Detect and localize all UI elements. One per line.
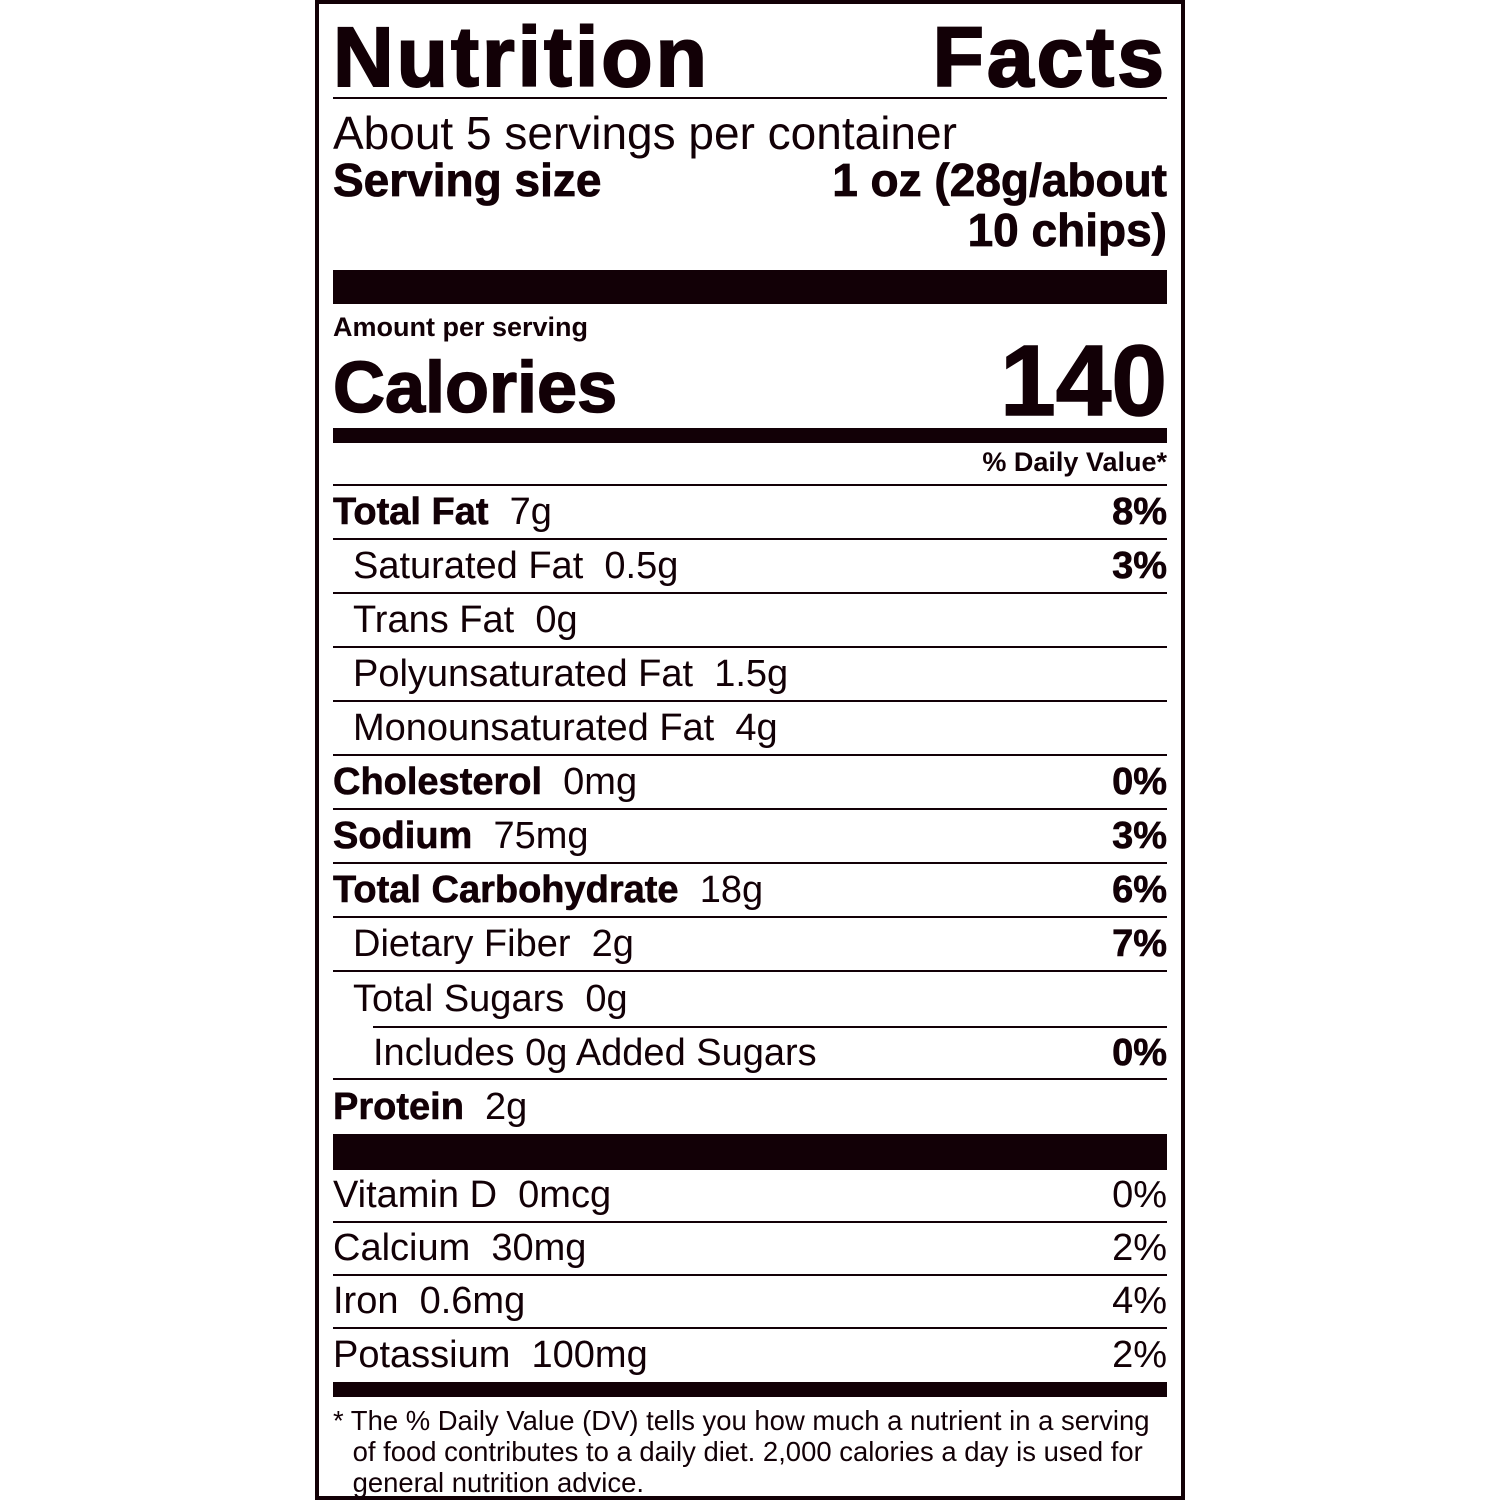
daily-value-percent: 0%	[1112, 1031, 1168, 1074]
daily-value-header: % Daily Value*	[333, 443, 1167, 486]
daily-value-percent: 0%	[1112, 1174, 1167, 1216]
serving-size-value: 1 oz (28g/about 10 chips)	[832, 154, 1168, 256]
nutrient-amount: 2g	[485, 1085, 528, 1128]
vitamin-row: Potassium 100mg 2%	[333, 1329, 1167, 1382]
nutrient-name: Total Carbohydrate	[333, 868, 679, 911]
nutrient-amount: 2g	[591, 922, 634, 965]
nutrient-name: Protein	[333, 1085, 465, 1128]
nutrient-row: Total Sugars 0g	[333, 972, 1167, 1026]
daily-value-percent: 2%	[1112, 1334, 1167, 1376]
medium-divider	[333, 1382, 1167, 1397]
vitamin-row: Iron 0.6mg 4%	[333, 1276, 1167, 1329]
nutrient-amount: 0mg	[563, 760, 638, 803]
nutrient-amount: 100mg	[531, 1334, 648, 1376]
nutrient-row: Dietary Fiber 2g 7%	[333, 918, 1167, 972]
calories-label: Calories	[332, 348, 618, 428]
nutrient-name: Total Sugars	[353, 977, 565, 1020]
daily-value-percent: 3%	[1112, 544, 1168, 587]
calories-value: 140	[999, 325, 1167, 437]
nutrient-row: Sodium 75mg 3%	[333, 810, 1167, 864]
nutrient-row: Protein 2g	[333, 1080, 1167, 1134]
serving-size: Serving size 1 oz (28g/about 10 chips)	[333, 154, 1168, 256]
footnote: * The % Daily Value (DV) tells you how m…	[333, 1405, 1150, 1498]
nutrient-amount: 30mg	[491, 1227, 587, 1269]
thick-divider	[333, 270, 1167, 304]
nutrient-amount: 18g	[699, 868, 764, 911]
nutrient-name: Sodium	[333, 814, 473, 857]
nutrient-name: Includes 0g Added Sugars	[373, 1031, 817, 1074]
daily-value-percent: 0%	[1112, 760, 1168, 803]
daily-value-percent: 8%	[1112, 490, 1168, 533]
servings-per-container: About 5 servings per container	[333, 107, 957, 159]
nutrient-amount: 0.5g	[604, 544, 679, 587]
nutrient-amount: 4g	[735, 706, 778, 749]
serving-size-line2: 10 chips)	[967, 204, 1167, 256]
nutrient-amount: 0.6mg	[419, 1280, 526, 1322]
nutrient-amount: 7g	[509, 490, 552, 533]
vitamin-row: Vitamin D 0mcg 0%	[333, 1170, 1167, 1223]
nutrient-name: Vitamin D	[333, 1174, 498, 1216]
daily-value-percent: 4%	[1112, 1280, 1167, 1322]
nutrient-name: Saturated Fat	[353, 544, 584, 587]
serving-size-line1: 1 oz (28g/about	[832, 154, 1168, 206]
nutrient-row: Cholesterol 0mg 0%	[333, 756, 1167, 810]
daily-value-percent: 7%	[1112, 922, 1168, 965]
nutrient-name: Cholesterol	[333, 760, 543, 803]
vitamin-row: Calcium 30mg 2%	[333, 1223, 1167, 1276]
added-sugars-divider	[373, 1026, 1167, 1028]
daily-value-percent: 2%	[1112, 1227, 1167, 1269]
nutrient-row: Trans Fat 0g	[333, 594, 1167, 648]
nutrient-row: Total Carbohydrate 18g 6%	[333, 864, 1167, 918]
daily-value-percent: 3%	[1112, 814, 1168, 857]
nutrient-name: Iron	[333, 1280, 399, 1322]
nutrient-amount: 0mcg	[518, 1174, 612, 1216]
nutrient-name: Calcium	[333, 1227, 471, 1269]
nutrient-amount: 0g	[535, 598, 578, 641]
nutrient-name: Monounsaturated Fat	[353, 706, 715, 749]
nutrient-row: Polyunsaturated Fat 1.5g	[333, 648, 1167, 702]
calories-row: Calories 140	[332, 330, 1167, 432]
nutrient-row: Includes 0g Added Sugars 0%	[333, 1028, 1167, 1080]
amount-per-serving: Amount per serving	[333, 312, 589, 342]
nutrient-name: Total Fat	[333, 490, 489, 533]
nutrient-amount: 0g	[585, 977, 628, 1020]
nutrient-row: Saturated Fat 0.5g 3%	[333, 540, 1167, 594]
nutrient-name: Potassium	[333, 1334, 511, 1376]
nutrient-amount: 75mg	[493, 814, 589, 857]
title-word-facts: Facts	[932, 9, 1167, 105]
nutrient-amount: 1.5g	[714, 652, 789, 695]
nutrient-row: Monounsaturated Fat 4g	[333, 702, 1167, 756]
serving-size-label: Serving size	[333, 154, 602, 206]
nutrient-row: Total Fat 7g 8%	[333, 486, 1167, 540]
label-title: Nutrition Facts	[332, 4, 1167, 105]
nutrient-name: Dietary Fiber	[353, 922, 571, 965]
nutrient-name: Trans Fat	[353, 598, 515, 641]
medium-divider	[333, 428, 1167, 443]
nutrient-name: Polyunsaturated Fat	[353, 652, 694, 695]
thick-divider	[333, 1134, 1167, 1170]
nutrition-facts-label: Nutrition Facts About 5 servings per con…	[315, 0, 1185, 1500]
title-word-nutrition: Nutrition	[332, 9, 710, 105]
daily-value-percent: 6%	[1112, 868, 1168, 911]
